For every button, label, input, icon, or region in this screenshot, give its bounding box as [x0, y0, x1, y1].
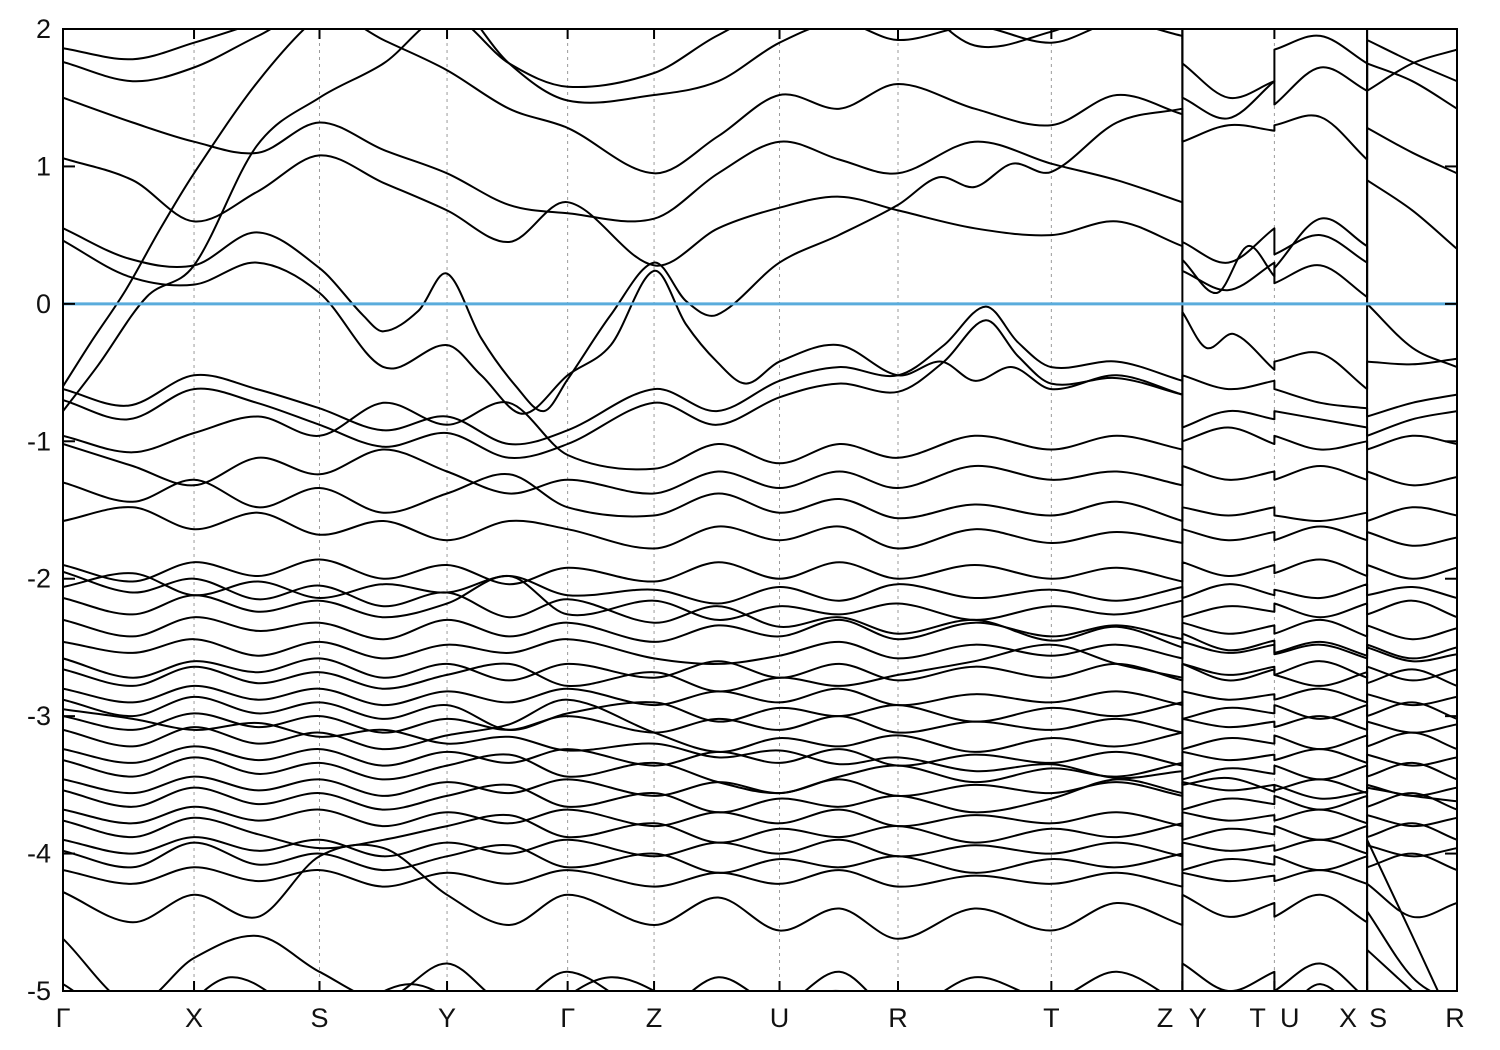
- band-path: [63, 239, 1457, 415]
- band-path: [63, 319, 1457, 460]
- y-tick-label: -1: [27, 426, 51, 456]
- k-point-label: S: [1369, 1003, 1387, 1033]
- band-path: [63, 574, 1457, 621]
- k-point-label: Z: [1157, 1003, 1174, 1033]
- band-path: [63, 712, 1457, 734]
- band-path: [63, 684, 1457, 707]
- y-tick-label: -2: [27, 564, 51, 594]
- band-path: [63, 572, 1457, 605]
- band-path: [63, 838, 1440, 991]
- band-path: [63, 778, 1457, 814]
- band-path: [63, 154, 1457, 298]
- band-path: [63, 643, 1457, 693]
- k-point-label: R: [1445, 1003, 1465, 1033]
- k-point-label: T: [1249, 1003, 1266, 1033]
- band-path: [63, 910, 1433, 991]
- k-point-label: U: [1280, 1003, 1300, 1033]
- k-point-label: Y: [1189, 1003, 1207, 1033]
- band-path: [63, 506, 1457, 550]
- band-path: [63, 843, 1457, 940]
- band-path: [63, 813, 1457, 850]
- k-point-label: S: [310, 1003, 328, 1033]
- bands-group: [63, 29, 1457, 991]
- k-point-label: R: [888, 1003, 908, 1033]
- band-path: [63, 695, 1457, 731]
- band-path: [63, 401, 1457, 471]
- k-point-label: Z: [646, 1003, 663, 1033]
- y-tick-label: 0: [36, 289, 51, 319]
- y-tick-label: 1: [36, 151, 51, 181]
- band-path: [63, 558, 1457, 586]
- k-point-label: Y: [438, 1003, 456, 1033]
- band-path: [63, 616, 1457, 643]
- band-path: [63, 708, 1457, 803]
- band-path: [63, 570, 1457, 663]
- band-path: [63, 305, 1457, 446]
- band-path: [63, 29, 1457, 412]
- plot-border: [62, 28, 1458, 992]
- band-path: [63, 29, 306, 387]
- band-path: [63, 841, 1457, 874]
- band-path: [63, 805, 1457, 828]
- y-tick-label: 2: [36, 14, 51, 44]
- band-path: [63, 745, 1457, 767]
- y-tick-label: -3: [27, 701, 51, 731]
- band-path: [63, 29, 1457, 175]
- band-path: [63, 96, 1457, 264]
- k-point-label: Γ: [560, 1003, 575, 1033]
- y-tick-label: -4: [27, 839, 51, 869]
- y-tick-label: -5: [27, 976, 51, 1006]
- k-point-label: Γ: [56, 1003, 71, 1033]
- k-point-label: T: [1043, 1003, 1060, 1033]
- band-path: [63, 836, 1457, 858]
- k-point-label: X: [1339, 1003, 1357, 1033]
- band-path: [63, 698, 1457, 753]
- k-point-label: X: [185, 1003, 203, 1033]
- band-path: [63, 443, 1457, 495]
- k-point-label: U: [770, 1003, 790, 1033]
- band-path: [63, 107, 1457, 413]
- band-path: [63, 473, 1457, 523]
